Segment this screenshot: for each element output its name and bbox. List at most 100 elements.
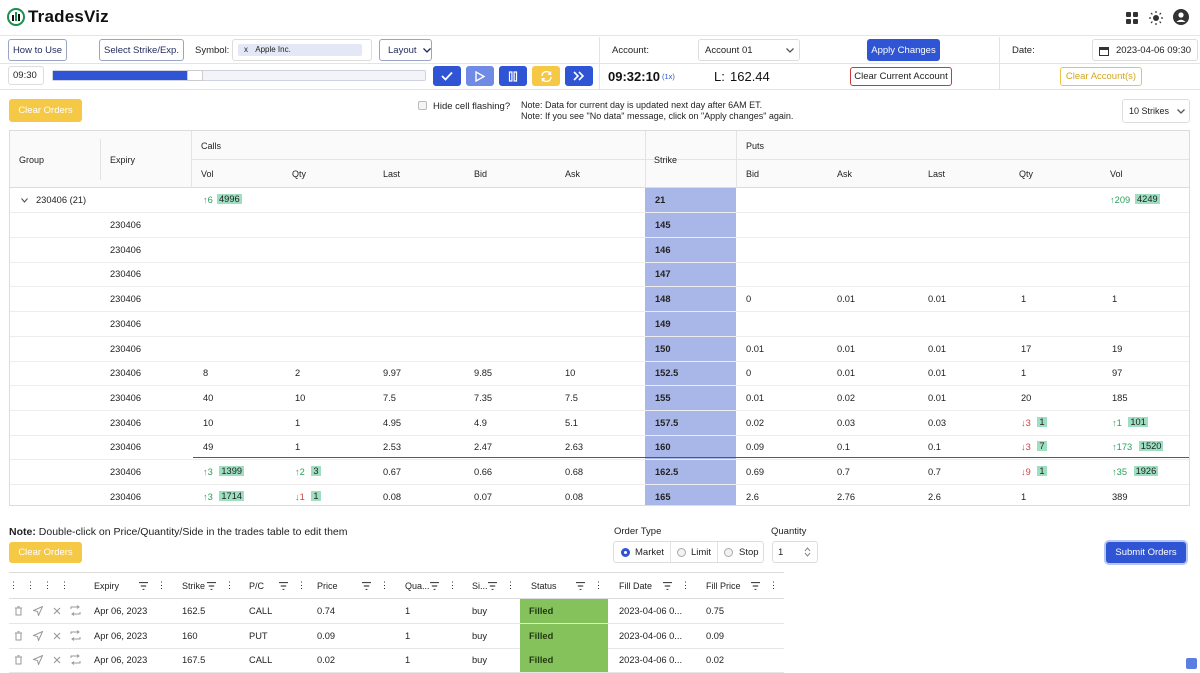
strike-value[interactable]: 147 bbox=[655, 269, 671, 280]
p-last-cell[interactable]: 0.01 bbox=[928, 343, 947, 354]
c-qty-cell[interactable]: 1 bbox=[311, 490, 321, 501]
p-qty-cell[interactable]: 1 bbox=[1021, 294, 1027, 305]
filter-icon[interactable] bbox=[139, 582, 148, 590]
clear-orders-button[interactable]: Clear Orders bbox=[9, 99, 82, 122]
chain-row[interactable]: 230406 145 bbox=[10, 213, 1189, 238]
playback-progress-handle[interactable] bbox=[186, 70, 203, 81]
playback-speed[interactable]: (1x) bbox=[662, 72, 675, 81]
c-last-cell[interactable]: 2.53 bbox=[383, 442, 402, 453]
c-vol-cell[interactable]: 8 bbox=[203, 368, 209, 379]
trade-qty-cell[interactable]: 1 bbox=[405, 655, 411, 666]
chain-row[interactable]: 230406 165 ↑3 1714 ↓1 1 0.08 0.07 0.08 2.6 2.76 2.6… bbox=[10, 485, 1189, 505]
p-bid-cell[interactable]: 0.69 bbox=[746, 467, 765, 477]
delete-icon[interactable] bbox=[14, 655, 23, 665]
trade-side-cell[interactable]: buy bbox=[472, 630, 487, 641]
chain-row[interactable]: 230406 147 bbox=[10, 262, 1189, 288]
filter-icon[interactable] bbox=[488, 582, 497, 590]
order-type-market-label[interactable]: Market bbox=[635, 547, 665, 558]
col-call-vol[interactable]: Vol bbox=[201, 169, 214, 179]
p-bid-cell[interactable]: 0.02 bbox=[746, 417, 765, 428]
chain-row[interactable]: 230406 146 bbox=[10, 238, 1189, 263]
chain-row[interactable]: 230406 160 49 1 2.53 2.47 2.63 0.09 0.1 0.1 ↓3 7 ↑17… bbox=[10, 435, 1189, 461]
c-qty-cell[interactable]: 1 bbox=[295, 417, 301, 428]
p-bid-cell[interactable]: 0.01 bbox=[746, 392, 765, 403]
delete-icon[interactable] bbox=[14, 630, 23, 641]
strike-value[interactable]: 146 bbox=[655, 244, 671, 255]
chevron-down-icon[interactable] bbox=[21, 198, 28, 203]
p-qty-cell[interactable]: 1 bbox=[1021, 368, 1027, 379]
trade-price-cell[interactable]: 0.02 bbox=[317, 655, 336, 666]
p-last-cell[interactable]: 0.01 bbox=[928, 368, 947, 379]
p-vol-cell[interactable]: 101 bbox=[1128, 416, 1148, 427]
order-type-stop-label[interactable]: Stop bbox=[739, 547, 759, 558]
c-last-cell[interactable]: 9.97 bbox=[383, 368, 402, 379]
quantity-stepper[interactable]: 1 bbox=[772, 541, 818, 563]
c-qty-cell[interactable]: 1 bbox=[295, 442, 301, 453]
repeat-icon[interactable] bbox=[70, 654, 81, 666]
confirm-button[interactable] bbox=[433, 66, 461, 86]
chain-row[interactable]: 230406 157.5 10 1 4.95 4.9 5.1 0.02 0.03 0.03 ↓3 1 ↑… bbox=[10, 411, 1189, 436]
p-qty-cell[interactable]: 20 bbox=[1021, 392, 1032, 403]
symbol-chip-remove[interactable]: x bbox=[244, 45, 248, 54]
col-call-qty[interactable]: Qty bbox=[292, 169, 307, 179]
c-bid-cell[interactable]: 9.85 bbox=[474, 368, 493, 379]
p-ask-cell[interactable]: 0.03 bbox=[837, 417, 856, 428]
col-trade-qty[interactable]: Qua... bbox=[405, 581, 430, 591]
p-last-cell[interactable]: 0.7 bbox=[928, 467, 941, 477]
order-type-limit-label[interactable]: Limit bbox=[691, 547, 712, 558]
how-to-use-button[interactable]: How to Use bbox=[8, 39, 67, 61]
trade-qty-cell[interactable]: 1 bbox=[405, 630, 411, 641]
clear-orders-bottom-button[interactable]: Clear Orders bbox=[9, 542, 82, 563]
col-call-last[interactable]: Last bbox=[383, 169, 401, 179]
filter-icon[interactable] bbox=[576, 582, 585, 590]
pause-button[interactable] bbox=[499, 66, 527, 86]
chain-row[interactable]: 230406 148 0 0.01 0.01 1 1 bbox=[10, 287, 1189, 313]
send-icon[interactable] bbox=[33, 655, 43, 666]
hide-flashing-checkbox[interactable] bbox=[418, 101, 427, 110]
user-avatar-icon[interactable] bbox=[1173, 9, 1189, 25]
submit-orders-button[interactable]: Submit Orders bbox=[1106, 542, 1186, 563]
column-menu-icon[interactable]: ⋮ bbox=[225, 580, 234, 590]
c-ask-cell[interactable]: 7.5 bbox=[565, 392, 578, 403]
c-bid-cell[interactable]: 4.9 bbox=[474, 417, 487, 428]
col-trade-expiry[interactable]: Expiry bbox=[94, 581, 120, 591]
col-call-bid[interactable]: Bid bbox=[474, 169, 488, 179]
theme-sun-icon[interactable] bbox=[1149, 11, 1163, 25]
c-ask-cell[interactable]: 0.08 bbox=[565, 491, 584, 502]
col-put-vol[interactable]: Vol bbox=[1110, 169, 1123, 179]
p-last-cell[interactable]: 0.01 bbox=[928, 392, 947, 403]
col-call-ask[interactable]: Ask bbox=[565, 169, 581, 179]
strike-value[interactable]: 148 bbox=[655, 294, 671, 305]
help-widget-icon[interactable] bbox=[1186, 658, 1197, 669]
strikes-select[interactable]: 10 Strikes bbox=[1122, 99, 1190, 123]
column-menu-icon[interactable]: ⋮ bbox=[297, 580, 306, 590]
c-last-cell[interactable]: 7.5 bbox=[383, 392, 396, 403]
p-bid-cell[interactable]: 2.6 bbox=[746, 491, 759, 502]
p-bid-cell[interactable]: 0.01 bbox=[746, 343, 765, 354]
p-qty-cell[interactable]: 1 bbox=[1037, 466, 1047, 476]
p-ask-cell[interactable]: 0.7 bbox=[837, 467, 850, 477]
trade-row[interactable]: Apr 06, 2023 167.5 CALL 0.02 1 buy 2023-04-06 … bbox=[9, 648, 784, 673]
trade-row[interactable]: Apr 06, 2023 160 PUT 0.09 1 buy 2023-04-06 0..… bbox=[9, 623, 784, 649]
col-put-ask[interactable]: Ask bbox=[837, 169, 853, 179]
apps-grid-icon[interactable] bbox=[1126, 12, 1138, 24]
p-ask-cell[interactable]: 0.02 bbox=[837, 392, 856, 403]
clear-accounts-button[interactable]: Clear Account(s) bbox=[1060, 67, 1142, 86]
c-ask-cell[interactable]: 10 bbox=[565, 368, 576, 379]
c-qty-cell[interactable]: 3 bbox=[311, 466, 321, 476]
strike-value[interactable]: 149 bbox=[655, 318, 671, 329]
order-type-market-radio[interactable] bbox=[621, 548, 630, 557]
c-bid-cell[interactable]: 7.35 bbox=[474, 392, 493, 403]
stepper-arrows-icon[interactable] bbox=[804, 547, 811, 557]
c-ask-cell[interactable]: 5.1 bbox=[565, 417, 578, 428]
p-vol-cell[interactable]: 1 bbox=[1112, 294, 1118, 305]
chain-row[interactable]: 230406 149 bbox=[10, 312, 1189, 337]
p-qty-cell[interactable]: 1 bbox=[1037, 416, 1047, 427]
col-trade-fill-date[interactable]: Fill Date bbox=[619, 581, 653, 591]
trade-side-cell[interactable]: buy bbox=[472, 606, 487, 616]
p-vol-cell[interactable]: 19 bbox=[1112, 343, 1123, 354]
p-bid-cell[interactable]: 0 bbox=[746, 294, 752, 305]
p-qty-cell[interactable]: 17 bbox=[1021, 343, 1032, 354]
p-last-cell[interactable]: 2.6 bbox=[928, 491, 941, 502]
column-menu-icon[interactable]: ⋮ bbox=[681, 580, 690, 590]
